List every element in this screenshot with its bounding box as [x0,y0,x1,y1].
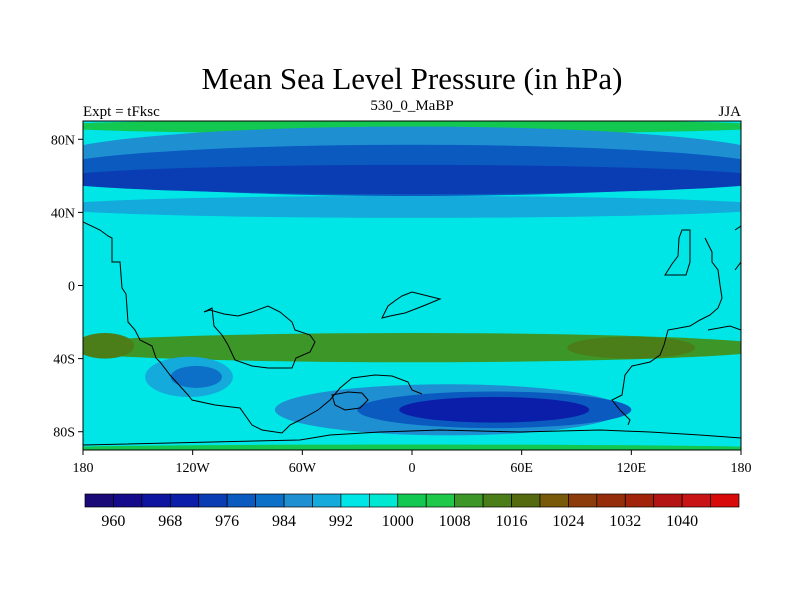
chart-title: Mean Sea Level Pressure (in hPa) [202,61,623,96]
colorbar-swatch [226,493,256,508]
colorbar-label: 976 [215,513,239,530]
pressure-region-3 [83,164,741,195]
colorbar-label: 960 [101,513,125,530]
y-tick-label: 80S [53,426,75,441]
colorbar-swatch [710,493,740,508]
x-tick-label: 60W [289,461,317,476]
colorbar-swatch [397,493,427,508]
coastline-south-america-interior [203,305,316,369]
coastlines [83,221,741,446]
colorbar-swatch [482,493,512,508]
colorbar-swatch [368,493,399,508]
y-tick-label: 40S [53,353,75,368]
colorbar-swatch [624,493,655,508]
coastline-australia-asia [611,237,723,426]
colorbar-swatch [283,493,313,508]
colorbar-label: 1016 [496,513,528,530]
colorbar-swatch [681,493,711,508]
coastline-india [664,229,691,276]
coastline-antarctica [83,429,741,446]
period-label: 530_0_MaBP [370,98,453,114]
pressure-region-11 [170,365,222,388]
colorbar-swatch [169,493,200,508]
pressure-region-14 [399,396,590,423]
pressure-region-6 [86,258,124,295]
colorbar-swatch [198,493,228,508]
colorbar-swatch [511,493,541,508]
colorbar-swatch [113,493,143,508]
colorbar-swatch [340,493,370,508]
colorbar-swatch [539,493,569,508]
season-label: JJA [718,104,741,120]
colorbar-label: 968 [158,513,182,530]
colorbar-swatch [141,493,171,508]
axes: 180 120W 60W 0 60E 120E 180 80N 40N 0 40S 80S [51,133,752,476]
x-tick-label: 180 [731,461,752,476]
coastline-island-south [331,391,369,411]
colorbar-swatch [454,493,484,508]
pressure-region-4 [83,195,741,218]
pressure-region-9 [83,333,135,359]
colorbar-swatch [425,493,456,508]
colorbar-label: 1040 [666,513,698,530]
y-tick-label: 40N [51,206,75,221]
coastline-east [707,225,741,331]
experiment-label: Expt = tFksc [83,104,160,120]
pressure-region-8 [567,336,696,359]
colorbar-label: 992 [329,513,353,530]
y-tick-label: 80N [51,133,75,148]
colorbar: 960 968 976 984 992 1000 1008 1016 1024 1032 1040 [84,493,740,530]
colorbar-swatch [255,493,285,508]
colorbar-swatch [312,493,342,508]
colorbar-swatch [84,493,114,508]
pressure-region-5 [83,241,336,286]
coastline-africa [381,291,442,319]
colorbar-label: 1024 [552,513,584,530]
colorbar-label: 1000 [382,513,414,530]
pressure-region-15 [83,444,741,450]
colorbar-swatch [596,493,626,508]
colorbar-label: 1008 [439,513,471,530]
colorbar-label: 984 [272,513,296,530]
colorbar-label: 1032 [609,513,641,530]
x-tick-label: 180 [73,461,94,476]
pressure-region-7 [83,333,741,363]
y-tick-label: 0 [68,280,75,295]
x-tick-label: 0 [409,461,416,476]
colorbar-swatch [653,493,683,508]
x-tick-label: 60E [510,461,533,476]
coastline-americas [83,221,423,434]
x-tick-label: 120W [176,461,211,476]
pressure-contours [83,121,741,450]
x-tick-label: 120E [617,461,647,476]
colorbar-swatch [568,493,598,508]
pressure-map [82,120,742,451]
